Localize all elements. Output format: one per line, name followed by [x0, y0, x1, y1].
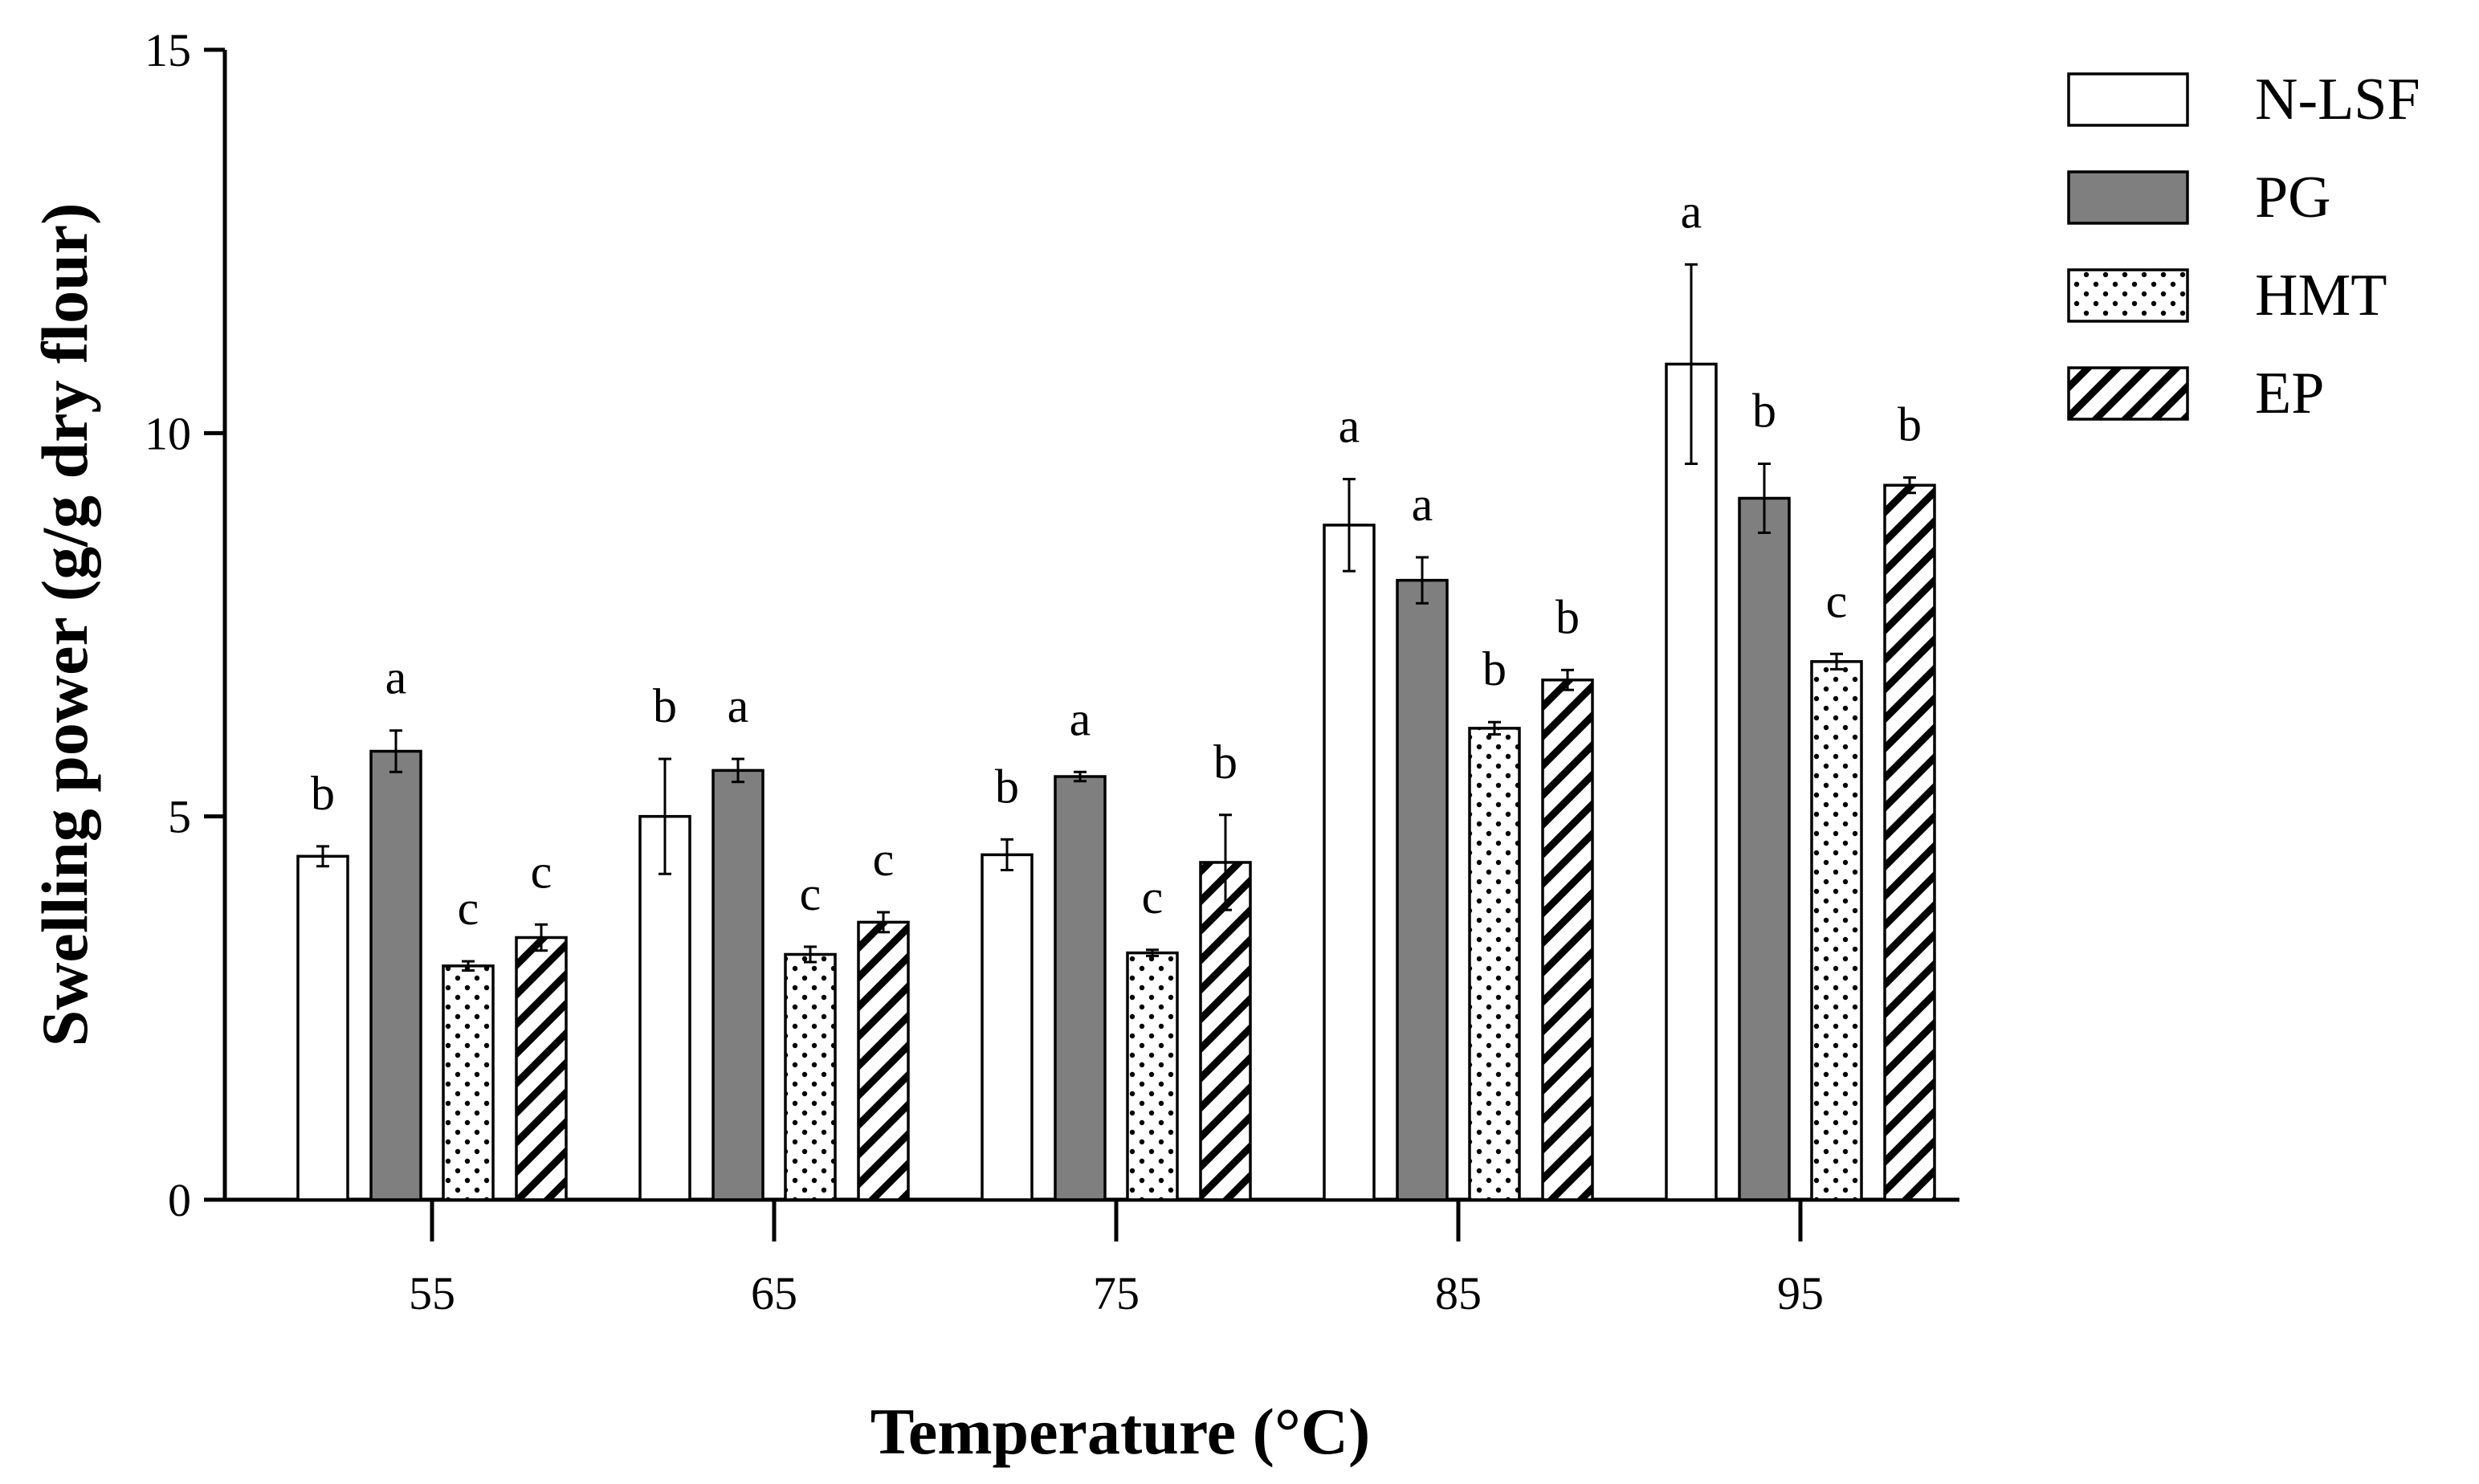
y-tick-label: 0 [168, 1174, 191, 1226]
significance-letter: b [1898, 398, 1922, 451]
significance-letter: b [1752, 385, 1776, 438]
bar-ep [1883, 483, 1936, 1201]
significance-letter: b [653, 679, 677, 732]
bar-n-lsf [981, 853, 1034, 1201]
y-tick-label: 10 [145, 407, 191, 459]
x-tick-label: 65 [751, 1267, 797, 1319]
significance-letter: a [1412, 478, 1433, 531]
x-tick-label: 85 [1435, 1267, 1482, 1319]
significance-letter: a [1681, 185, 1702, 238]
bar-pg [1054, 775, 1107, 1201]
bar-hmt [442, 964, 495, 1201]
y-tick-label: 15 [145, 24, 191, 76]
significance-letter: a [728, 679, 749, 732]
significance-letter: b [311, 767, 335, 820]
legend-label: N-LSF [2255, 67, 2420, 132]
significance-letter: a [385, 651, 407, 704]
legend-label: HMT [2255, 263, 2387, 328]
significance-letter: c [458, 882, 479, 935]
legend-swatch-pg [2067, 170, 2189, 225]
x-tick-label: 55 [409, 1267, 455, 1319]
legend-swatch-hmt [2067, 268, 2189, 323]
significance-letter: a [1339, 400, 1360, 453]
bar-pg [711, 768, 764, 1201]
significance-letter: c [531, 845, 552, 898]
bar-n-lsf [296, 854, 349, 1201]
legend-label: EP [2255, 361, 2324, 426]
legend-swatch-n-lsf [2067, 72, 2189, 127]
bar-pg [1396, 578, 1449, 1201]
bar-n-lsf [1665, 362, 1718, 1201]
y-axis-ticks: 0 5 10 15 [145, 24, 225, 1226]
bar-pg [1738, 496, 1791, 1201]
bar-hmt [784, 952, 837, 1201]
x-axis-title: Temperature (°C) [871, 1395, 1371, 1468]
legend-label: PG [2255, 165, 2331, 230]
y-tick-label: 5 [168, 791, 191, 843]
bar-ep [857, 920, 910, 1201]
significance-letter: b [1482, 642, 1507, 695]
significance-letter: c [873, 833, 895, 886]
significance-letter: c [1142, 870, 1164, 923]
bar-ep [515, 936, 568, 1201]
bar-ep [1541, 678, 1594, 1201]
bar-pg [369, 749, 422, 1201]
significance-letter: b [995, 760, 1019, 813]
significance-letter: c [800, 867, 822, 920]
legend: N-LSF PG HMT EP [2067, 67, 2420, 426]
significance-letter: a [1070, 692, 1091, 745]
significance-letter: b [1213, 736, 1237, 789]
x-tick-label: 75 [1093, 1267, 1140, 1319]
legend-swatch-ep [2067, 366, 2189, 421]
bar-hmt [1468, 727, 1521, 1201]
bar-hmt [1126, 951, 1179, 1201]
bar-n-lsf [638, 814, 691, 1201]
x-tick-label: 95 [1777, 1267, 1824, 1319]
x-axis-ticks: 55 65 75 85 95 [409, 1200, 1824, 1319]
significance-letter: b [1555, 590, 1580, 643]
bar-hmt [1810, 660, 1863, 1201]
bar-n-lsf [1323, 524, 1376, 1201]
bar-ep [1199, 861, 1252, 1201]
significance-letter: c [1826, 574, 1848, 627]
y-axis-title: Swelling power (g/g dry flour) [28, 203, 101, 1047]
